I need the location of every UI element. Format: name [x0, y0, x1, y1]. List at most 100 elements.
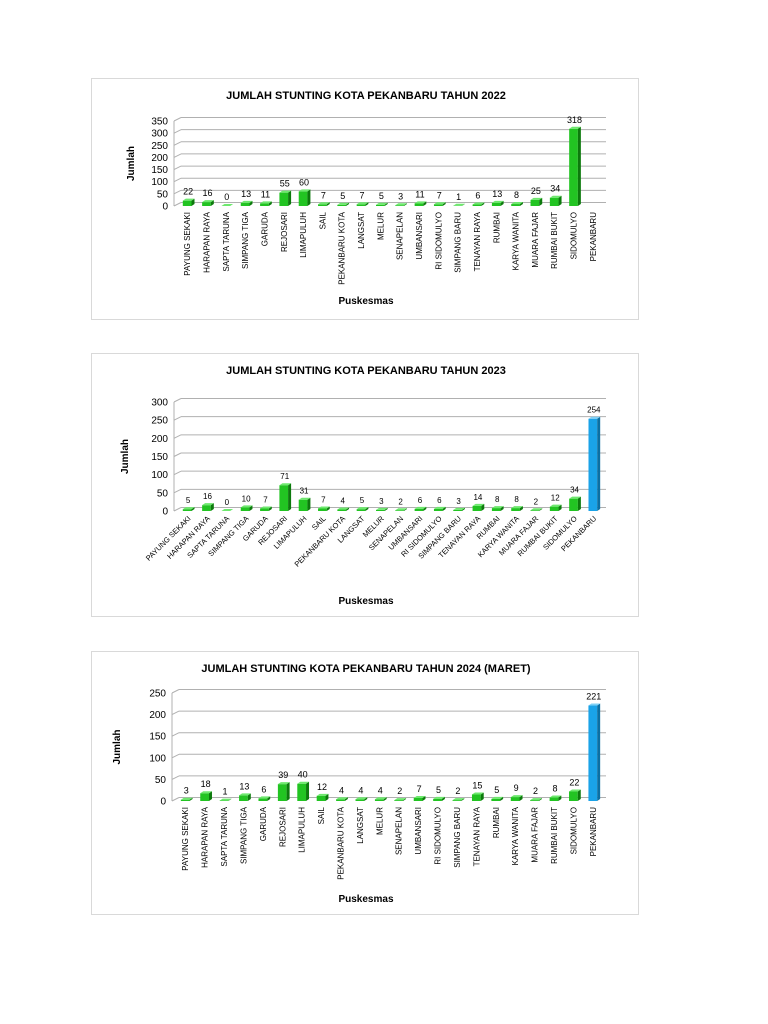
bar-garuda-top — [260, 506, 272, 509]
data-label: 18 — [201, 779, 211, 789]
bar-langsat — [356, 202, 369, 206]
bar-sidomulyo-front — [569, 128, 578, 206]
data-label: 6 — [261, 784, 266, 794]
bar-simpang-tiga — [240, 200, 253, 206]
bar-limapuluh-top — [298, 189, 311, 192]
bar-rejosari — [279, 190, 292, 206]
bar-muara-fajar-top — [530, 197, 543, 200]
bar-tenayan-raya-side — [481, 503, 485, 511]
bar-karya-wanita — [510, 795, 523, 801]
bar-rumbai-top — [491, 200, 504, 203]
category-label: MUARA FAJAR — [531, 212, 540, 268]
bar-umbansari — [414, 506, 427, 511]
data-label: 11 — [261, 189, 270, 199]
bar-muara-fajar — [530, 798, 542, 801]
gridline-depth — [171, 797, 180, 802]
bar-langsat-side — [365, 507, 369, 511]
bar-langsat-front — [356, 509, 366, 511]
data-label: 16 — [202, 188, 212, 198]
y-tick-label: 250 — [151, 416, 168, 427]
bar-sail — [318, 506, 330, 511]
data-label: 7 — [321, 495, 326, 504]
bar-simpang-baru-top — [452, 798, 465, 801]
x-axis-label: Puskesmas — [338, 894, 393, 905]
bar-sail-top — [316, 793, 329, 796]
bar-karya-wanita-side — [519, 506, 523, 511]
data-label: 1 — [223, 787, 228, 797]
category-label: REJOSARI — [280, 212, 289, 252]
y-tick-label: 50 — [157, 189, 169, 200]
gridline-depth — [173, 153, 182, 158]
bar-melur-top — [374, 797, 387, 800]
data-label: 13 — [492, 189, 502, 199]
bar-sail — [316, 793, 329, 801]
bar-limapuluh-front — [298, 191, 308, 206]
bar-muara-fajar-top — [530, 508, 543, 511]
bar-sail-top — [318, 202, 330, 205]
bar-rejosari — [277, 782, 290, 801]
bar-payung-sekaki-top — [182, 507, 195, 510]
data-label: 13 — [239, 781, 249, 791]
bar-payung-sekaki-top — [180, 797, 193, 800]
data-label: 7 — [360, 190, 365, 200]
y-tick-label: 350 — [151, 117, 168, 128]
data-label: 221 — [586, 692, 601, 702]
bar-harapan-raya-top — [202, 503, 214, 506]
category-label: REJOSARI — [278, 807, 287, 847]
data-label: 0 — [224, 192, 229, 202]
bar-tenayan-raya-front — [472, 505, 482, 511]
chart-2022-svg: JUMLAH STUNTING KOTA PEKANBARU TAHUN 202… — [126, 90, 606, 307]
data-label: 39 — [278, 770, 288, 780]
bar-karya-wanita-side — [519, 795, 523, 801]
bar-simpang-baru-side — [461, 507, 465, 511]
bar-rumbai-top — [491, 796, 504, 799]
bar-rejosari-side — [288, 190, 292, 206]
bar-simpang-baru — [453, 203, 465, 206]
data-label: 16 — [203, 492, 212, 501]
bar-sidomulyo-top — [569, 496, 581, 499]
bar-simpang-tiga-front — [239, 795, 248, 801]
data-label: 22 — [183, 187, 193, 197]
data-label: 4 — [378, 785, 383, 795]
bar-senapelan-front — [395, 205, 405, 206]
bar-rumbai — [491, 796, 504, 801]
bar-umbansari-side — [423, 506, 427, 511]
bar-umbansari-side — [422, 795, 426, 801]
bar-tenayan-raya-front — [471, 794, 481, 801]
bar-garuda — [260, 506, 272, 511]
category-label: RI SIDOMULYO — [434, 212, 443, 270]
x-axis-label: Puskesmas — [338, 296, 393, 307]
bar-senapelan-top — [395, 203, 408, 206]
bar-limapuluh — [297, 781, 310, 801]
bar-ri-sidomulyo-front — [433, 508, 443, 511]
bar-payung-sekaki-front — [182, 509, 192, 511]
data-label: 0 — [225, 498, 230, 507]
bar-simpang-baru — [453, 507, 465, 511]
data-label: 2 — [534, 497, 539, 506]
gridline-depth — [173, 452, 182, 457]
bar-pekanbaru-side — [597, 703, 601, 801]
bar-rejosari-front — [277, 784, 287, 801]
bar-simpang-tiga-side — [247, 793, 251, 801]
bar-simpang-baru-front — [452, 800, 462, 801]
bar-pekanbaru-top — [588, 416, 601, 419]
data-label: 55 — [280, 179, 290, 189]
category-label: PEKANBARU — [589, 807, 598, 857]
bar-langsat-side — [364, 797, 368, 801]
bar-ri-sidomulyo — [433, 202, 446, 206]
data-label: 3 — [184, 786, 189, 796]
y-tick-label: 200 — [151, 434, 168, 445]
bar-sidomulyo-side — [577, 789, 581, 801]
bar-sidomulyo — [569, 789, 581, 801]
bar-rejosari-top — [279, 483, 292, 486]
category-label: UMBANSARI — [415, 212, 424, 260]
bar-sail — [318, 202, 330, 206]
bar-simpang-tiga — [239, 793, 251, 801]
bar-pekanbaru — [588, 703, 601, 801]
bar-rumbai — [491, 506, 504, 511]
bar-payung-sekaki — [182, 198, 195, 206]
data-label: 6 — [418, 496, 423, 505]
data-label: 7 — [437, 190, 442, 200]
data-label: 5 — [494, 785, 499, 795]
bar-garuda — [260, 201, 272, 206]
